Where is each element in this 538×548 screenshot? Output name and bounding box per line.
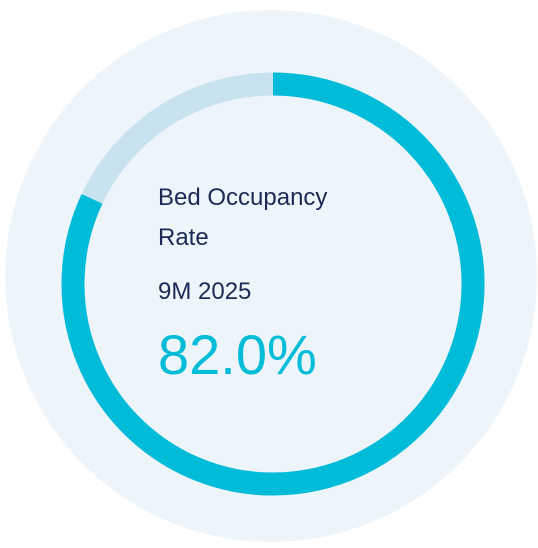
gauge-subtitle: 9M 2025 [158, 278, 252, 305]
gauge-value-label: 82.0% [158, 323, 317, 386]
gauge-arc [61, 72, 485, 496]
gauge-title: Bed Occupancy Rate [158, 184, 328, 251]
